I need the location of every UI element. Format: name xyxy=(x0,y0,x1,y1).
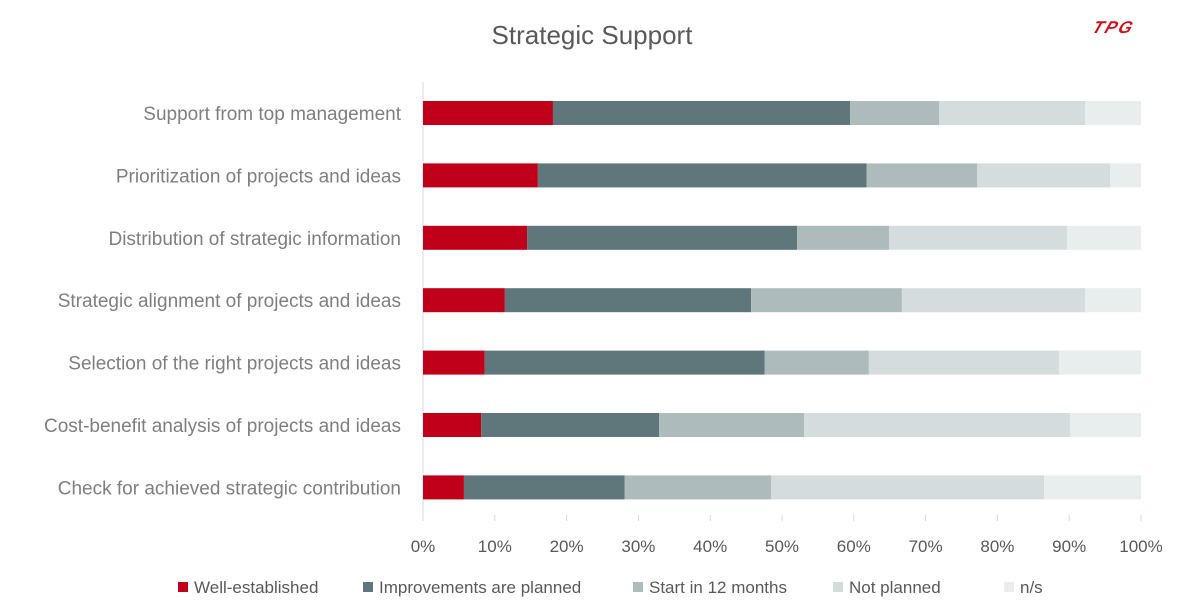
legend-swatch xyxy=(633,582,643,592)
legend-label: Improvements are planned xyxy=(379,578,581,597)
bar-segment-well-established xyxy=(423,475,464,500)
category-label: Strategic alignment of projects and idea… xyxy=(58,291,401,312)
x-tick-label: 20% xyxy=(550,537,584,556)
bar-segment-start-in-12-months xyxy=(624,475,772,500)
bar-segment-well-established xyxy=(423,288,505,313)
x-tick-label: 40% xyxy=(693,537,727,556)
bar-segment-improvements-are-planned xyxy=(504,288,752,313)
x-tick-label: 30% xyxy=(621,537,655,556)
bar-segment-improvements-are-planned xyxy=(481,413,660,437)
x-tick-label: 0% xyxy=(411,537,436,556)
category-label: Distribution of strategic information xyxy=(108,229,401,250)
bar-segment-improvements-are-planned xyxy=(552,101,851,125)
bar-segment-not-planned xyxy=(804,413,1070,437)
x-tick-label: 60% xyxy=(837,537,871,556)
bar-segment-n-s xyxy=(1069,413,1141,437)
bar-segment-well-established xyxy=(423,413,482,437)
legend-label: Start in 12 months xyxy=(649,578,787,597)
bar-segment-n-s xyxy=(1110,163,1141,188)
bar-segment-not-planned xyxy=(939,101,1085,125)
bar-segment-start-in-12-months xyxy=(850,101,940,125)
bar-segment-well-established xyxy=(423,350,485,375)
bar-segment-start-in-12-months xyxy=(764,350,869,375)
category-label: Check for achieved strategic contributio… xyxy=(58,478,401,499)
bar-segment-not-planned xyxy=(868,350,1060,375)
x-tick-label: 90% xyxy=(1052,537,1086,556)
bar-segment-not-planned xyxy=(888,225,1068,250)
bar-segment-improvements-are-planned xyxy=(484,350,765,375)
bar-segment-n-s xyxy=(1084,288,1141,313)
bar-segment-n-s xyxy=(1084,101,1141,125)
tpg-logo: TPG xyxy=(1089,18,1138,37)
legend-swatch xyxy=(178,582,188,592)
bar-segment-improvements-are-planned xyxy=(527,225,798,250)
x-tick-label: 100% xyxy=(1119,537,1162,556)
legend-swatch xyxy=(833,582,843,592)
bar-segment-not-planned xyxy=(977,163,1111,188)
category-label: Support from top management xyxy=(143,104,401,125)
x-tick-label: 80% xyxy=(980,537,1014,556)
x-tick-label: 70% xyxy=(909,537,943,556)
bar-segment-well-established xyxy=(423,163,538,188)
legend-label: Not planned xyxy=(849,578,941,597)
bar-segment-well-established xyxy=(423,101,553,125)
x-tick-label: 10% xyxy=(478,537,512,556)
x-tick-label: 50% xyxy=(765,537,799,556)
bar-segment-not-planned xyxy=(901,288,1085,313)
legend-label: Well-established xyxy=(194,578,318,597)
bar-segment-well-established xyxy=(423,225,528,250)
bar-segment-improvements-are-planned xyxy=(537,163,867,188)
chart-title: Strategic Support xyxy=(492,20,694,50)
legend-label: n/s xyxy=(1020,578,1043,597)
category-label: Cost-benefit analysis of projects and id… xyxy=(44,416,401,437)
bar-segment-start-in-12-months xyxy=(659,413,805,437)
bar-segment-n-s xyxy=(1059,350,1141,375)
bar-segment-start-in-12-months xyxy=(866,163,978,188)
bar-segment-start-in-12-months xyxy=(797,225,889,250)
bar-segment-improvements-are-planned xyxy=(463,475,625,500)
legend-swatch xyxy=(1004,582,1014,592)
category-label: Prioritization of projects and ideas xyxy=(116,166,401,187)
legend-swatch xyxy=(363,582,373,592)
bar-segment-start-in-12-months xyxy=(751,288,902,313)
category-label: Selection of the right projects and idea… xyxy=(68,354,401,375)
bar-segment-n-s xyxy=(1067,225,1141,250)
bar-segment-n-s xyxy=(1044,475,1141,500)
bar-segment-not-planned xyxy=(771,475,1045,500)
